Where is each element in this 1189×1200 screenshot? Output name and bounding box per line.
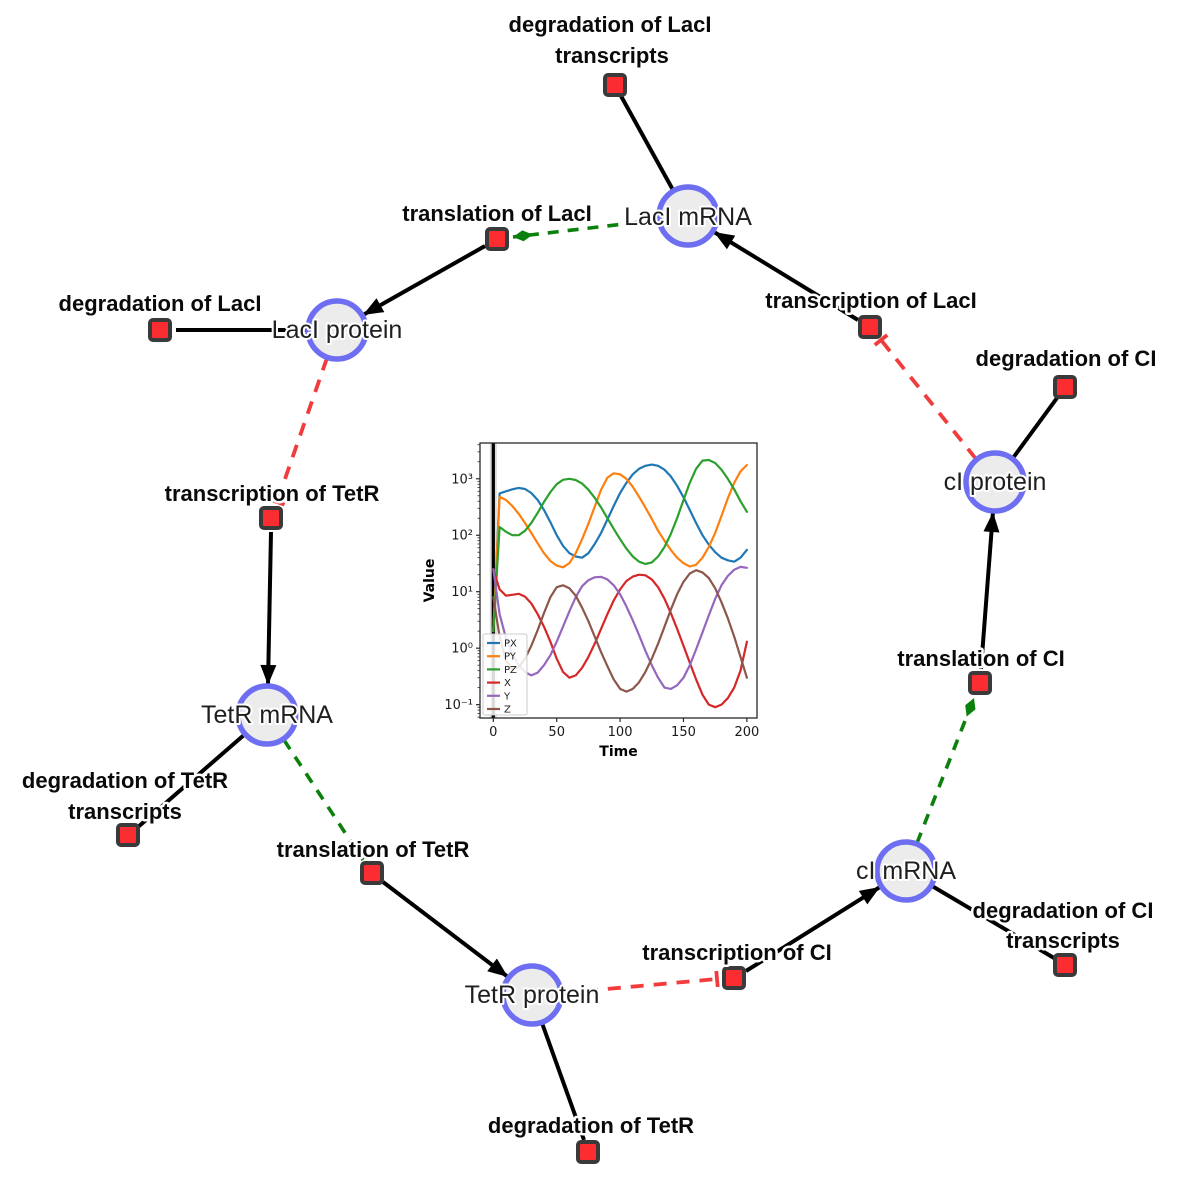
chart-curve-PY: [492, 463, 748, 633]
labels: LacI mRNA LacI protein TetR mRNA TetR pr…: [19, 10, 1159, 1141]
x-tick-label: 50: [548, 725, 565, 740]
edge-tetr-mrna-to-translation-of-tetr: [282, 739, 365, 861]
reaction-label-degradation-of-tetr-transcripts-line2: transcripts: [68, 799, 182, 824]
y-tick-label: 10²: [451, 529, 473, 544]
x-tick-label: 0: [489, 725, 497, 740]
reaction-node-translation-of-laci: [485, 227, 509, 251]
reaction-label-degradation-of-ci: degradation of CI: [976, 346, 1157, 371]
reaction-label-translation-of-tetr: translation of TetR: [277, 837, 470, 862]
species-node-laci-protein: [305, 298, 369, 362]
edge-tetr-protein-to-degradation-of-tetr: [540, 1022, 586, 1141]
reaction-label-degradation-of-ci-transcripts-line2: transcripts: [1006, 928, 1120, 953]
x-tick-label: 200: [734, 725, 759, 740]
x-axis-label: Time: [599, 744, 637, 760]
chart-curve-X: [492, 568, 748, 709]
chart-curve-Y: [492, 565, 748, 690]
y-tick-label: 10³: [451, 472, 473, 487]
species-node-ci-mrna: [874, 839, 938, 903]
legend-label-PZ: PZ: [504, 665, 517, 676]
reaction-node-degradation-of-laci-transcripts: [603, 73, 627, 97]
reaction-label-transcription-of-ci: transcription of CI: [642, 940, 831, 965]
y-tick-label: 10⁰: [451, 642, 473, 657]
reaction-node-translation-of-ci: [968, 671, 992, 695]
reaction-node-transcription-of-laci: [858, 315, 882, 339]
edge-translation-of-laci-to-laci-protein: [362, 244, 486, 317]
time-series-chart: 0 50 100 150 20010⁻¹10⁰10¹10²10³TimeValuePXP…: [422, 442, 759, 760]
chart-curve-Z: [492, 569, 748, 693]
edge-ci-mrna-to-degradation-of-ci-transcripts: [930, 884, 1056, 960]
y-tick-label: 10¹: [451, 585, 473, 600]
reaction-node-transcription-of-ci: [722, 966, 746, 990]
species-label-tetr-mrna: TetR mRNA: [201, 701, 333, 729]
species-label-laci-protein: LacI protein: [272, 316, 403, 344]
edge-laci-mrna-to-translation-of-laci: [512, 218, 659, 242]
reaction-label-transcription-of-tetr: transcription of TetR: [165, 481, 380, 506]
reaction-node-degradation-of-ci: [1053, 375, 1077, 399]
plot-frame: [479, 442, 758, 719]
chart-curve-PX: [492, 463, 748, 633]
species-label-ci-mrna: cI mRNA: [856, 857, 956, 885]
legend-label-PX: PX: [504, 639, 517, 650]
reaction-label-degradation-of-laci: degradation of LacI: [59, 291, 262, 316]
species-label-ci-protein: cI protein: [944, 468, 1047, 496]
edge-transcription-of-tetr-to-tetr-mrna: [260, 531, 277, 686]
reaction-label-degradation-of-ci-transcripts-line1: degradation of CI: [973, 898, 1154, 923]
species-node-laci-mrna: [656, 184, 720, 248]
x-tick-label: 150: [671, 725, 696, 740]
reaction-label-transcription-of-laci: transcription of LacI: [765, 288, 976, 313]
edge-transcription-of-laci-to-laci-mrna: [712, 230, 860, 322]
edge-translation-of-tetr-to-tetr-protein: [381, 880, 510, 979]
species-label-laci-mrna: LacI mRNA: [624, 203, 752, 231]
edge-ci-mrna-to-translation-of-ci: [915, 697, 976, 844]
x-tick-label: 100: [608, 725, 633, 740]
nodes: [116, 73, 1077, 1164]
chart-curve-PZ: [492, 458, 748, 633]
edge-laci-protein-inhibits-transcription-of-tetr: [268, 357, 329, 507]
species-label-tetr-protein: TetR protein: [465, 981, 600, 1009]
legend-label-Z: Z: [504, 705, 511, 716]
reaction-label-degradation-of-tetr: degradation of TetR: [488, 1113, 694, 1138]
legend-label-X: X: [504, 678, 511, 689]
y-axis-label: Value: [422, 559, 438, 603]
reaction-node-degradation-of-tetr: [576, 1140, 600, 1164]
reaction-node-degradation-of-laci: [148, 318, 172, 342]
reaction-node-degradation-of-tetr-transcripts: [116, 823, 140, 847]
y-tick-label: 10⁻¹: [444, 698, 473, 713]
reaction-label-degradation-of-laci-transcripts-line2: transcripts: [555, 43, 669, 68]
edge-laci-mrna-to-degradation-of-laci-transcripts: [619, 95, 675, 191]
reaction-node-degradation-of-ci-transcripts: [1053, 953, 1077, 977]
species-node-tetr-protein: [500, 963, 564, 1027]
edge-transcription-of-ci-to-ci-mrna: [744, 885, 882, 973]
edge-ci-protein-to-degradation-of-ci: [1011, 396, 1059, 460]
edge-translation-of-ci-to-ci-protein: [979, 511, 1000, 670]
reaction-label-degradation-of-tetr-transcripts-line1: degradation of TetR: [22, 768, 228, 793]
species-node-tetr-mrna: [235, 683, 299, 747]
edge-tetr-mrna-to-degradation-of-tetr-transcripts: [136, 733, 246, 829]
legend-label-Y: Y: [503, 691, 511, 702]
chart-legend: PX PY PZ XYZ: [482, 633, 528, 716]
reaction-node-translation-of-tetr: [360, 861, 384, 885]
reaction-label-translation-of-laci: translation of LacI: [402, 201, 591, 226]
edge-tetr-protein-inhibits-transcription-of-ci: [561, 970, 720, 995]
reaction-node-transcription-of-tetr: [259, 506, 283, 530]
reaction-label-degradation-of-laci-transcripts-line1: degradation of LacI: [509, 12, 712, 37]
chart-curves: [492, 458, 748, 709]
edges: [136, 95, 1059, 1141]
edge-ci-protein-inhibits-transcription-of-laci: [873, 333, 978, 461]
species-node-ci-protein: [963, 450, 1027, 514]
legend-label-PY: PY: [504, 652, 517, 663]
reaction-label-translation-of-ci: translation of CI: [897, 646, 1064, 671]
